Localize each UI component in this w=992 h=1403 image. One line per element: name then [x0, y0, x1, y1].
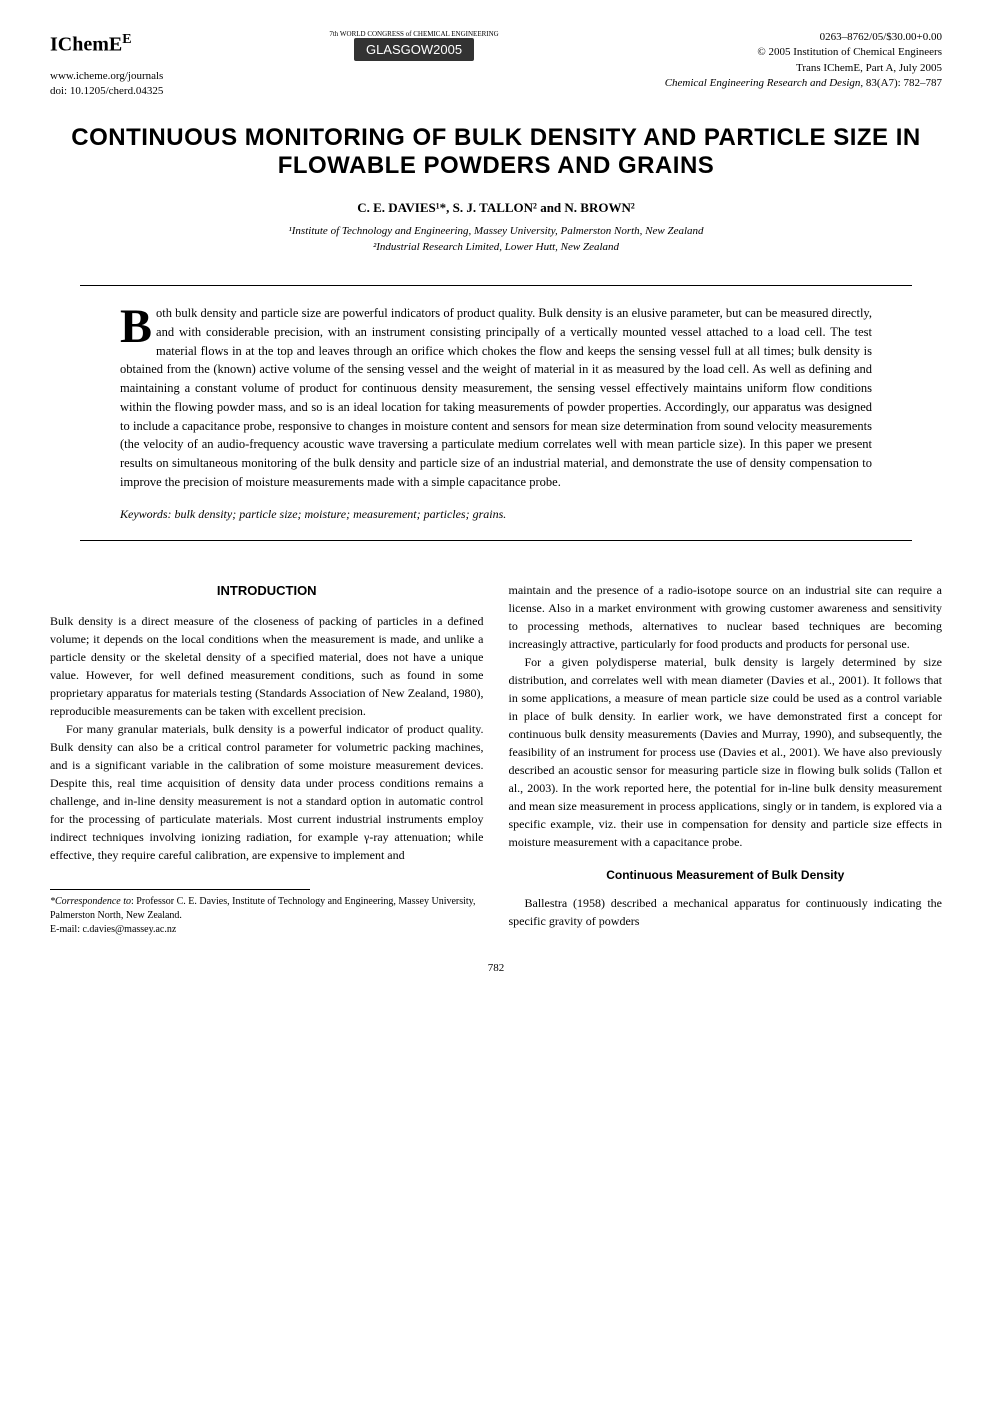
header-row: IChemEE www.icheme.org/journals doi: 10.… [50, 30, 942, 99]
correspondence-label: *Correspondence to [50, 896, 131, 907]
affiliation-2: ²Industrial Research Limited, Lower Hutt… [50, 240, 942, 255]
conference-subtitle: 7th WORLD CONGRESS of CHEMICAL ENGINEERI… [329, 30, 498, 38]
journal-citation: Chemical Engineering Research and Design… [665, 76, 942, 91]
copyright-text: © 2005 Institution of Chemical Engineers [665, 45, 942, 60]
doi-text: doi: 10.1205/cherd.04325 [50, 84, 163, 99]
dropcap: B [120, 304, 156, 346]
issn-text: 0263–8762/05/$30.00+0.00 [665, 30, 942, 45]
authors-line: C. E. DAVIES¹*, S. J. TALLON² and N. BRO… [50, 200, 942, 216]
intro-heading: INTRODUCTION [50, 581, 484, 601]
trans-text: Trans IChemE, Part A, July 2005 [665, 61, 942, 76]
publisher-logo: IChemEE [50, 30, 163, 59]
header-right: 0263–8762/05/$30.00+0.00 © 2005 Institut… [665, 30, 942, 92]
body-paragraph: Ballestra (1958) described a mechanical … [509, 894, 943, 930]
footnote-block: *Correspondence to: Professor C. E. Davi… [50, 895, 484, 937]
logo-text: IChemE [50, 34, 122, 56]
affiliation-1: ¹Institute of Technology and Engineering… [50, 224, 942, 239]
email-line: E-mail: c.davies@massey.ac.nz [50, 923, 484, 937]
citation-text: , 83(A7): 782–787 [860, 77, 942, 89]
journal-name: Chemical Engineering Research and Design [665, 77, 861, 89]
body-paragraph: For a given polydisperse material, bulk … [509, 653, 943, 851]
subsection-heading: Continuous Measurement of Bulk Density [509, 866, 943, 884]
abstract-body: oth bulk density and particle size are p… [120, 306, 872, 489]
left-column: INTRODUCTION Bulk density is a direct me… [50, 581, 484, 938]
body-columns: INTRODUCTION Bulk density is a direct me… [50, 581, 942, 938]
page-number: 782 [50, 962, 942, 974]
abstract-container: Both bulk density and particle size are … [80, 285, 912, 541]
correspondence-line: *Correspondence to: Professor C. E. Davi… [50, 895, 484, 923]
header-center: 7th WORLD CONGRESS of CHEMICAL ENGINEERI… [329, 30, 498, 61]
article-title: CONTINUOUS MONITORING OF BULK DENSITY AN… [50, 124, 942, 180]
abstract-text: Both bulk density and particle size are … [120, 304, 872, 492]
body-paragraph: For many granular materials, bulk densit… [50, 720, 484, 864]
keywords-line: Keywords: bulk density; particle size; m… [120, 507, 872, 522]
header-left: IChemEE www.icheme.org/journals doi: 10.… [50, 30, 163, 99]
conference-logo: GLASGOW2005 [354, 38, 474, 61]
journal-url: www.icheme.org/journals [50, 69, 163, 84]
right-column: maintain and the presence of a radio-iso… [509, 581, 943, 938]
affiliations-block: ¹Institute of Technology and Engineering… [50, 224, 942, 255]
body-paragraph: maintain and the presence of a radio-iso… [509, 581, 943, 653]
body-paragraph: Bulk density is a direct measure of the … [50, 612, 484, 720]
